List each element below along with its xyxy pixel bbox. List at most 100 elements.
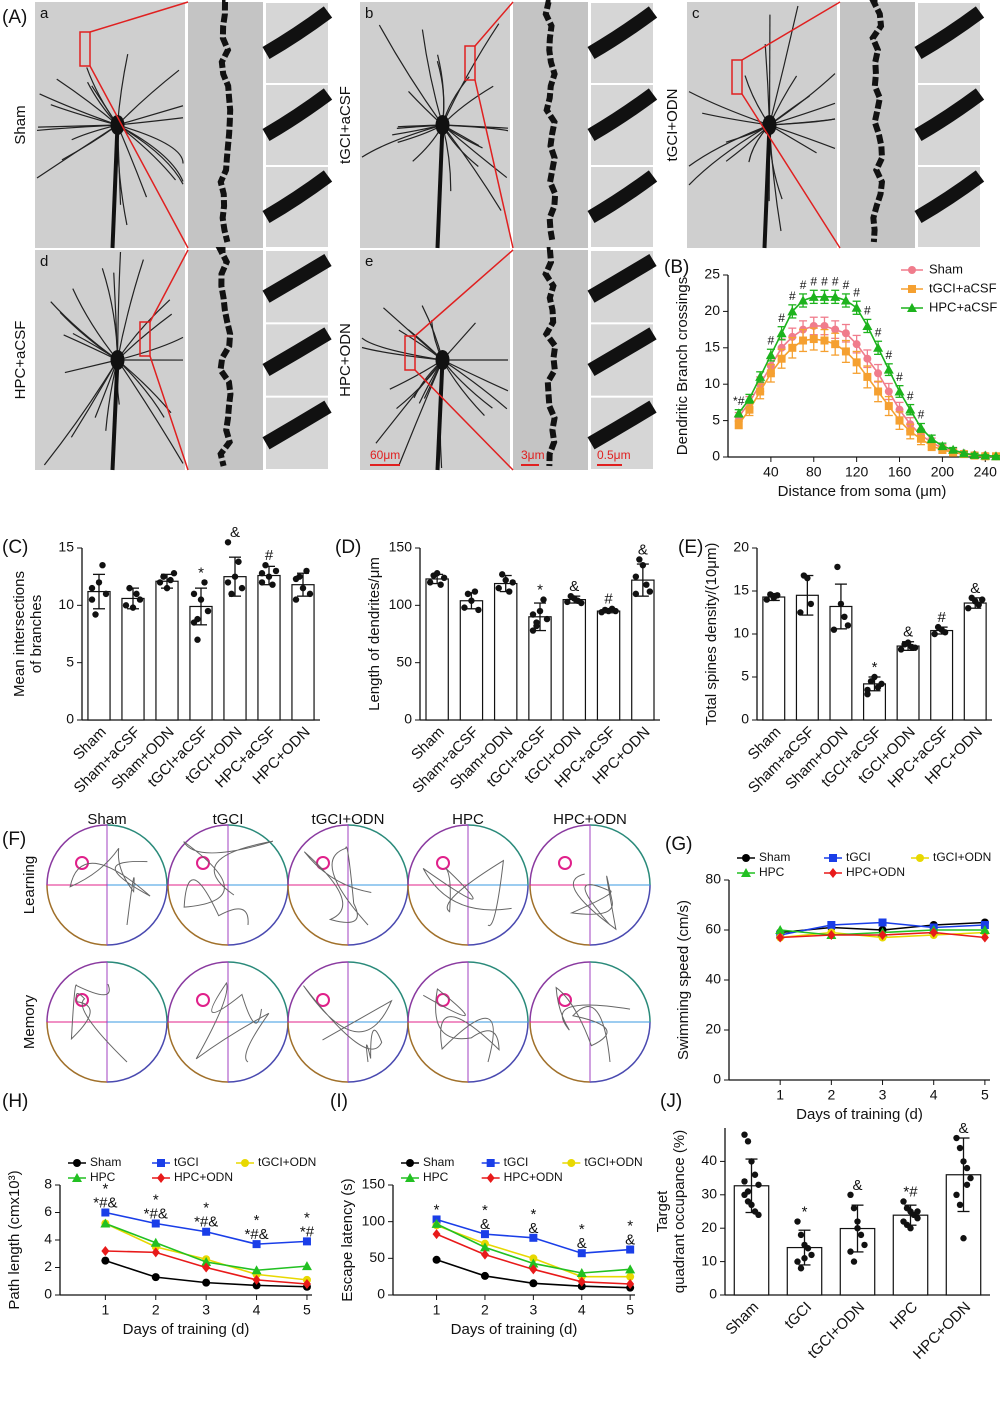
platform bbox=[316, 993, 330, 1007]
dendrite bbox=[442, 359, 508, 410]
data-point bbox=[931, 630, 938, 638]
group-label: HPC+ODN bbox=[337, 323, 354, 397]
marker bbox=[577, 1249, 586, 1258]
significance-label: *# bbox=[733, 394, 745, 408]
spine bbox=[587, 6, 658, 60]
marker bbox=[479, 1242, 490, 1252]
data-point bbox=[201, 579, 208, 586]
dendrite bbox=[36, 124, 118, 179]
data-point bbox=[841, 613, 848, 620]
pool-arc bbox=[227, 961, 289, 1023]
data-point bbox=[636, 556, 643, 563]
marker bbox=[775, 925, 786, 934]
panel-label: (G) bbox=[665, 834, 692, 855]
group-label: Sham bbox=[12, 105, 29, 144]
dendrite-shaft bbox=[217, 0, 234, 243]
data-point bbox=[907, 1225, 914, 1232]
marker bbox=[929, 927, 938, 938]
marker bbox=[840, 295, 851, 305]
marker bbox=[302, 1279, 311, 1289]
pool-arc bbox=[589, 1021, 651, 1083]
dendrite bbox=[117, 359, 184, 464]
panel-label: (A) bbox=[2, 7, 27, 28]
y-tick-label: 40 bbox=[701, 1152, 717, 1168]
data-point bbox=[965, 605, 972, 612]
data-point bbox=[797, 1265, 805, 1272]
marker bbox=[480, 1230, 489, 1239]
marker bbox=[432, 1229, 441, 1240]
significance-label: # bbox=[875, 325, 882, 339]
marker bbox=[851, 302, 862, 312]
dendrite bbox=[43, 359, 119, 466]
panel-label: (J) bbox=[660, 1091, 682, 1112]
y-tick-label: 80 bbox=[705, 871, 721, 887]
marker bbox=[151, 1247, 160, 1258]
data-point bbox=[156, 579, 164, 586]
marker bbox=[926, 433, 937, 443]
marker bbox=[874, 387, 883, 396]
roi-box bbox=[731, 59, 743, 95]
marker bbox=[915, 422, 926, 432]
marker bbox=[808, 291, 819, 301]
legend-label: tGCI bbox=[174, 1155, 199, 1169]
data-point bbox=[834, 563, 841, 571]
spine bbox=[262, 170, 333, 224]
data-point bbox=[804, 1245, 812, 1252]
pool-arc bbox=[106, 961, 168, 1023]
marker bbox=[927, 442, 936, 451]
legend-label: tGCI bbox=[846, 850, 871, 864]
x-tick-label: 3 bbox=[202, 1302, 210, 1318]
significance-label: # bbox=[832, 274, 839, 288]
marker bbox=[486, 1159, 495, 1167]
marker bbox=[827, 930, 836, 940]
marker bbox=[809, 335, 818, 344]
significance-label: * bbox=[153, 1191, 159, 1208]
marker bbox=[908, 285, 916, 293]
marker bbox=[820, 321, 829, 330]
legend-label: HPC bbox=[759, 865, 785, 879]
significance-label: *# bbox=[300, 1223, 315, 1240]
data-point bbox=[88, 584, 96, 592]
data-point bbox=[194, 636, 201, 643]
marker bbox=[101, 1256, 110, 1265]
spine bbox=[262, 327, 332, 377]
x-tick-label: 1 bbox=[433, 1302, 441, 1318]
bar bbox=[896, 645, 920, 721]
marker bbox=[100, 1218, 111, 1228]
y-tick-label: 0 bbox=[709, 1286, 717, 1302]
significance-label: # bbox=[896, 370, 903, 384]
legend-label: tGCI+ODN bbox=[258, 1155, 316, 1169]
data-point bbox=[963, 1164, 971, 1172]
marker bbox=[948, 444, 959, 454]
y-tick-label: 100 bbox=[389, 596, 413, 612]
dendrite bbox=[361, 337, 443, 361]
group-label: tGCI bbox=[213, 811, 244, 828]
panel-label: (I) bbox=[330, 1091, 348, 1112]
marker bbox=[252, 1274, 261, 1285]
data-point bbox=[258, 579, 266, 586]
image-letter: e bbox=[365, 253, 373, 270]
marker bbox=[883, 364, 894, 374]
panel-label: (H) bbox=[2, 1091, 28, 1112]
y-tick-label: 10 bbox=[58, 596, 74, 612]
marker bbox=[744, 393, 755, 403]
data-point bbox=[224, 579, 232, 586]
pool-arc bbox=[106, 824, 168, 886]
marker bbox=[906, 427, 915, 436]
bar bbox=[459, 600, 484, 721]
y-axis-title: quadrant occupance (%) bbox=[671, 1130, 688, 1293]
data-point bbox=[578, 599, 585, 607]
marker bbox=[874, 369, 883, 378]
dendrite bbox=[769, 118, 836, 126]
panel-label: (B) bbox=[664, 257, 689, 278]
spine bbox=[587, 88, 658, 142]
bar bbox=[596, 610, 621, 721]
x-tick-label: HPC bbox=[887, 1298, 922, 1333]
zoom-line bbox=[149, 355, 189, 471]
data-point bbox=[303, 567, 310, 575]
pool-arc bbox=[467, 961, 529, 1023]
marker bbox=[151, 1273, 160, 1282]
pool-arc bbox=[467, 884, 529, 946]
significance-label: *# bbox=[903, 1183, 918, 1200]
